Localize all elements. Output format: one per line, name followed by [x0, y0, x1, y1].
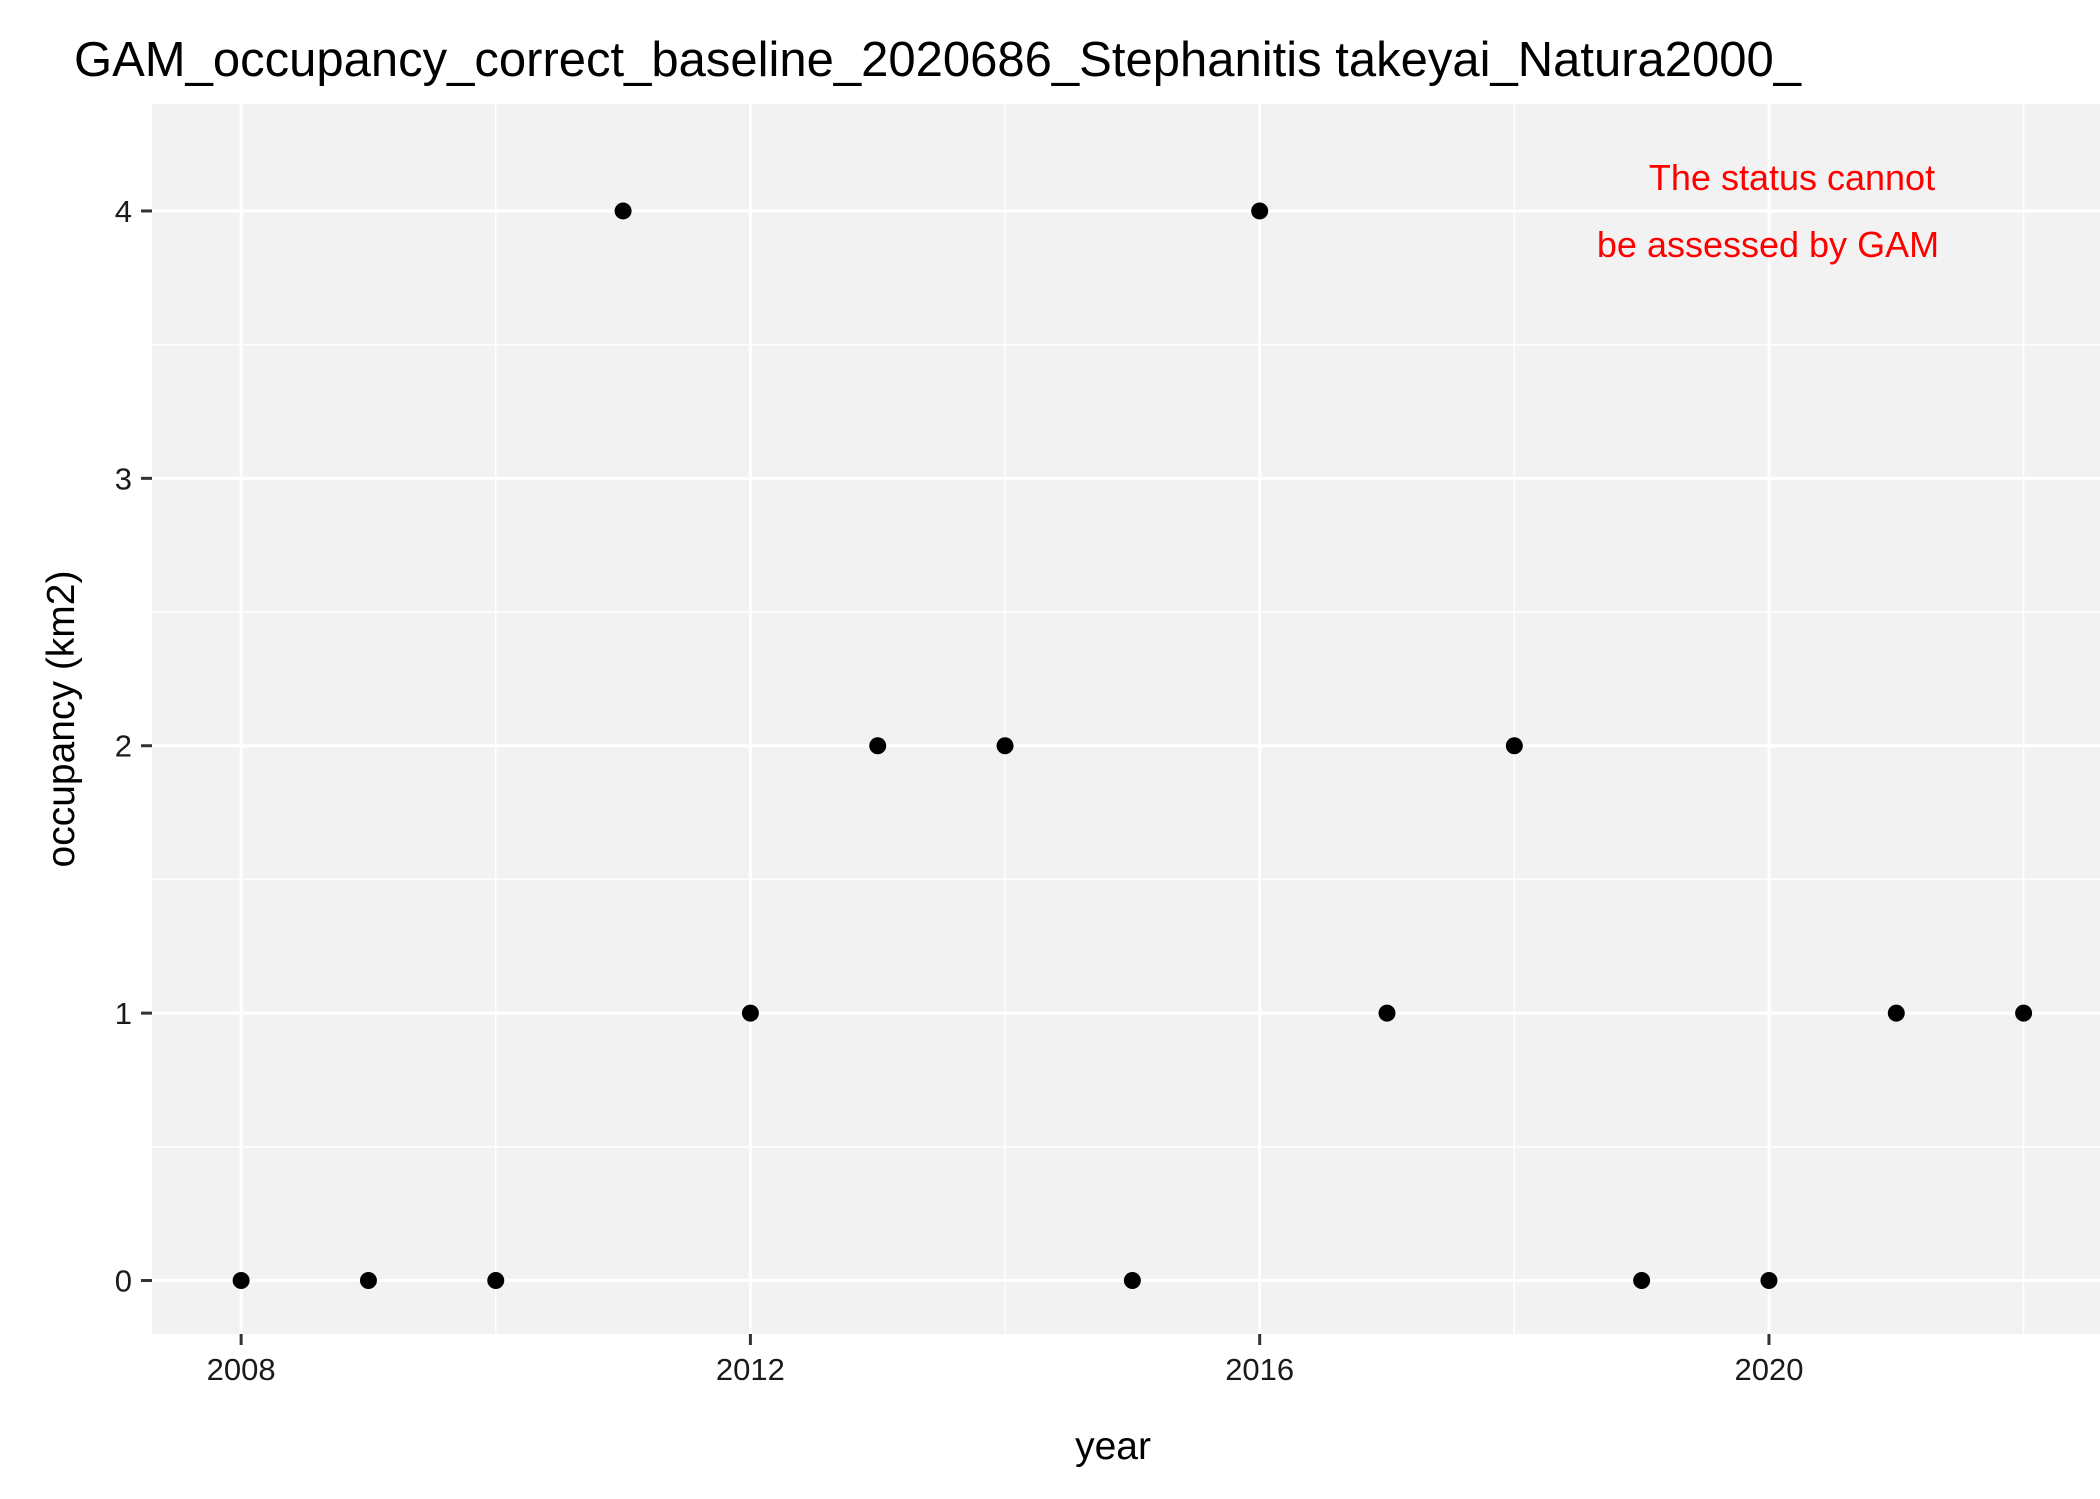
- data-point-2009: [359, 1272, 377, 1290]
- data-points: [232, 202, 2033, 1290]
- y-tick-label-2: 2: [115, 729, 132, 764]
- data-point-2015: [1123, 1272, 1141, 1290]
- y-axis-ticks: 0 1 2 3 4: [115, 194, 152, 1299]
- minor-gridlines: [152, 104, 2100, 1334]
- data-point-2020: [1760, 1272, 1778, 1290]
- x-tick-label-2016: 2016: [1225, 1352, 1294, 1387]
- y-tick-label-4: 4: [115, 194, 132, 229]
- data-point-2010: [487, 1272, 505, 1290]
- data-point-2018: [1505, 737, 1523, 755]
- chart-title: GAM_occupancy_correct_baseline_2020686_S…: [74, 33, 1802, 87]
- data-point-2017: [1378, 1004, 1396, 1022]
- x-tick-label-2020: 2020: [1734, 1352, 1803, 1387]
- data-point-2022: [2015, 1004, 2033, 1022]
- data-point-2021: [1887, 1004, 1905, 1022]
- data-point-2012: [741, 1004, 759, 1022]
- annotation-line-2: be assessed by GAM: [1597, 224, 1939, 265]
- x-tick-label-2012: 2012: [716, 1352, 785, 1387]
- data-point-2016: [1251, 202, 1269, 220]
- data-point-2011: [614, 202, 632, 220]
- x-tick-label-2008: 2008: [207, 1352, 276, 1387]
- data-point-2014: [996, 737, 1014, 755]
- y-tick-label-0: 0: [115, 1264, 132, 1299]
- data-point-2008: [232, 1272, 250, 1290]
- data-point-2019: [1633, 1272, 1651, 1290]
- plot-panel: [152, 104, 2100, 1334]
- x-axis-title: year: [1075, 1425, 1151, 1468]
- x-axis-ticks: 2008 2012 2016 2020: [207, 1334, 1803, 1387]
- annotation-line-1: The status cannot: [1649, 157, 1935, 198]
- data-point-2013: [869, 737, 887, 755]
- y-axis-title: occupancy (km2): [40, 571, 83, 868]
- y-tick-label-1: 1: [115, 996, 132, 1031]
- y-tick-label-3: 3: [115, 461, 132, 496]
